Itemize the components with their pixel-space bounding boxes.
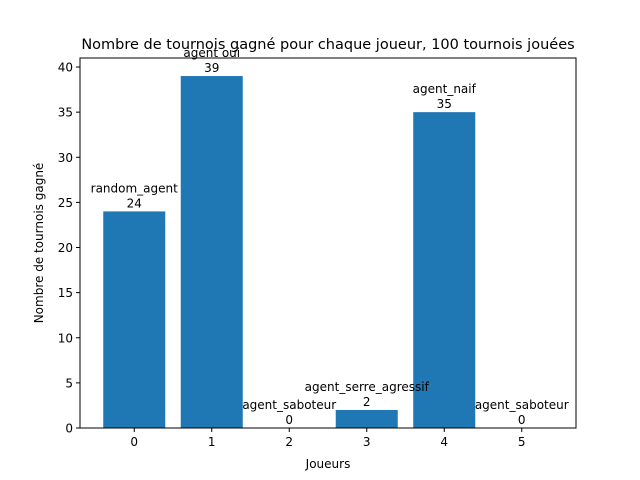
- y-tick-label: 40: [58, 61, 73, 75]
- bar-value-label: 35: [437, 97, 452, 111]
- x-tick-label: 1: [208, 435, 216, 449]
- bar-name-label: agent_naif: [413, 82, 477, 96]
- bar-name-label: agent_saboteur: [242, 398, 336, 412]
- x-tick-label: 0: [130, 435, 138, 449]
- y-tick-label: 0: [65, 422, 73, 436]
- x-tick-label: 2: [285, 435, 293, 449]
- chart-title: Nombre de tournois gagné pour chaque jou…: [81, 37, 574, 53]
- x-tick-label: 5: [518, 435, 526, 449]
- x-axis-ticks: 0 1 2 3 4 5: [130, 428, 526, 449]
- y-tick-label: 20: [58, 241, 73, 255]
- bar-value-label: 39: [204, 61, 219, 75]
- x-axis-label: Joueurs: [305, 457, 351, 471]
- y-tick-label: 30: [58, 151, 73, 165]
- y-axis-ticks: 0 5 10 15 20 25 30 35 40: [58, 61, 80, 436]
- bars-group: [103, 76, 476, 429]
- bar-name-label: agent_serre_agressif: [305, 380, 430, 394]
- y-tick-label: 10: [58, 331, 73, 345]
- bar-name-label: agent_saboteur: [475, 398, 569, 412]
- bar-4: [413, 112, 476, 429]
- y-tick-label: 5: [65, 376, 73, 390]
- y-tick-label: 25: [58, 196, 73, 210]
- y-tick-label: 15: [58, 286, 73, 300]
- x-tick-label: 4: [440, 435, 448, 449]
- y-axis-label: Nombre de tournois gagné: [32, 163, 46, 324]
- bar-0: [103, 211, 166, 428]
- bar-value-label: 2: [363, 395, 371, 409]
- bar-3: [335, 409, 398, 428]
- x-tick-label: 3: [363, 435, 371, 449]
- bar-name-label: random_agent: [91, 181, 179, 195]
- bar-1: [180, 76, 243, 429]
- plot-frame: [79, 57, 577, 429]
- y-tick-label: 35: [58, 106, 73, 120]
- bar-name-label: agent oui: [183, 46, 240, 60]
- bar-value-label: 0: [285, 413, 293, 427]
- bar-value-label: 24: [127, 196, 142, 210]
- bar-value-label: 0: [518, 413, 526, 427]
